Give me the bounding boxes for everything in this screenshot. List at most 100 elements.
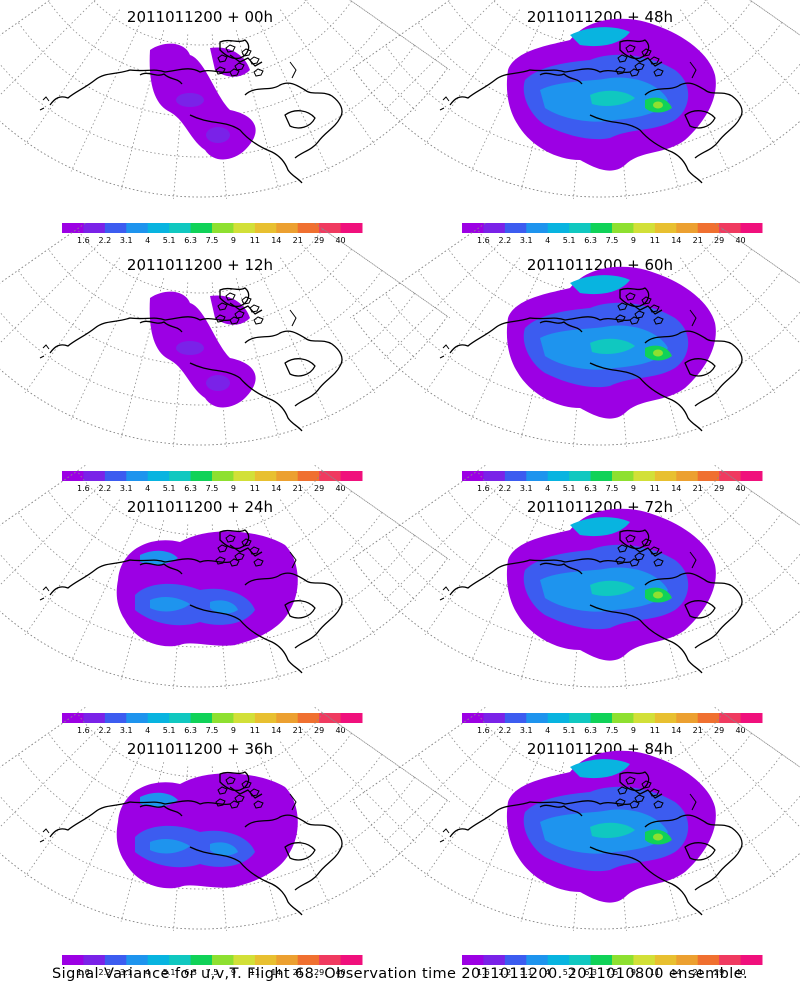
colorbar-swatch (612, 471, 634, 481)
colorbar-tick-label: 5.1 (563, 236, 576, 245)
colorbar-swatch (526, 955, 549, 965)
colorbar-tick-label: 9 (631, 968, 636, 977)
colorbar-swatch (297, 713, 320, 723)
colorbar-swatch (276, 955, 299, 965)
colorbar-swatch (504, 471, 527, 481)
colorbar-swatch (169, 471, 192, 481)
colorbar-swatch (654, 471, 677, 481)
colorbar-tick-label: 6.3 (584, 968, 597, 977)
colorbar-tick-label: 2.2 (98, 484, 111, 493)
colorbar-tick-label: 14 (671, 726, 681, 735)
arctic-islands (39, 292, 297, 359)
colorbar-tick-label: 6.3 (184, 236, 197, 245)
arctic-islands (439, 44, 697, 111)
colorbar-swatch (526, 471, 549, 481)
colorbar-tick-label: 6.3 (584, 484, 597, 493)
colorbar-swatch (104, 223, 127, 233)
colorbar-tick-label: 11 (650, 968, 660, 977)
colorbar-swatch (590, 471, 613, 481)
colorbar-tick-label: 1.6 (77, 968, 90, 977)
coastlines (49, 771, 343, 916)
colorbar: 1.6 2.2 3.1 4 5.1 6.3 7.5 9 11 14 21 29 40 (62, 955, 363, 977)
colorbar-swatch (633, 471, 656, 481)
colorbar-tick-label: 40 (335, 236, 345, 245)
colorbar-tick-label: 40 (735, 236, 745, 245)
colorbar-swatch (340, 713, 363, 723)
colorbar-tick-label: 9 (231, 236, 236, 245)
colorbar-swatch (547, 471, 570, 481)
colorbar-swatch (526, 713, 549, 723)
colorbar-swatch (169, 955, 192, 965)
colorbar-tick-label: 21 (293, 968, 303, 977)
colorbar-swatch (147, 471, 170, 481)
colorbar-tick-label: 7.5 (206, 236, 219, 245)
colorbar-tick-label: 1.6 (477, 968, 490, 977)
colorbar-tick-label: 11 (650, 484, 660, 493)
colorbar: 1.6 2.2 3.1 4 5.1 6.3 7.5 9 11 14 21 29 40 (62, 223, 363, 245)
colorbar: 1.6 2.2 3.1 4 5.1 6.3 7.5 9 11 14 21 29 40 (62, 713, 363, 735)
colorbar-tick-label: 40 (735, 484, 745, 493)
arctic-islands (439, 776, 697, 843)
map-panel: 2011011200 + 24h 1.6 2.2 3.1 4 5.1 6.3 7.5 9 11 14… (0, 464, 451, 735)
colorbar-swatch (190, 955, 213, 965)
colorbar-tick-label: 2.2 (98, 236, 111, 245)
colorbar-tick-label: 29 (314, 484, 324, 493)
colorbar-swatch (212, 223, 234, 233)
colorbar-tick-label: 9 (631, 726, 636, 735)
colorbar-swatch (633, 955, 656, 965)
colorbar-swatch (654, 223, 677, 233)
colorbar-swatch (126, 955, 149, 965)
colorbar-tick-label: 5.1 (163, 484, 176, 493)
colorbar-tick-label: 14 (271, 726, 281, 735)
panel-title: 2011011200 + 36h (127, 740, 273, 758)
coastlines (49, 529, 343, 674)
colorbar-tick-label: 11 (250, 726, 260, 735)
colorbar-tick-label: 5.1 (563, 484, 576, 493)
colorbar-swatch (590, 955, 613, 965)
colorbar-tick-label: 2.2 (98, 726, 111, 735)
colorbar-swatch (633, 713, 656, 723)
colorbar-tick-label: 14 (671, 484, 681, 493)
coastlines (449, 771, 743, 916)
colorbar-tick-label: 3.1 (120, 968, 133, 977)
colorbar-swatch (297, 955, 320, 965)
colorbar-tick-label: 4 (145, 968, 150, 977)
colorbar-tick-label: 21 (693, 968, 703, 977)
colorbar-swatch (254, 471, 277, 481)
colorbar-tick-label: 6.3 (184, 484, 197, 493)
colorbar-swatch (340, 955, 363, 965)
colorbar-swatch (254, 713, 277, 723)
variance-field (506, 18, 716, 171)
colorbar-tick-label: 6.3 (184, 968, 197, 977)
colorbar-swatch (526, 223, 549, 233)
colorbar-swatch (547, 223, 570, 233)
colorbar-swatch (233, 713, 256, 723)
colorbar-swatch (190, 223, 213, 233)
colorbar-tick-label: 40 (335, 484, 345, 493)
colorbar-swatch (483, 955, 506, 965)
colorbar-tick-label: 14 (271, 484, 281, 493)
variance-field (116, 773, 298, 889)
colorbar-tick-label: 29 (314, 236, 324, 245)
colorbar-swatch (62, 955, 84, 965)
variance-field (506, 508, 716, 661)
colorbar-swatch (212, 713, 234, 723)
colorbar-swatch (612, 713, 634, 723)
colorbar-swatch (212, 955, 234, 965)
colorbar-swatch (147, 223, 170, 233)
colorbar-tick-label: 2.2 (498, 484, 511, 493)
colorbar-tick-label: 1.6 (477, 484, 490, 493)
colorbar-swatch (483, 223, 506, 233)
colorbar-tick-label: 1.6 (77, 236, 90, 245)
colorbar-swatch (740, 223, 763, 233)
colorbar-swatch (654, 955, 677, 965)
colorbar-tick-label: 29 (314, 968, 324, 977)
colorbar-swatch (297, 471, 320, 481)
colorbar-swatch (504, 223, 527, 233)
colorbar-tick-label: 11 (250, 968, 260, 977)
arctic-islands (439, 292, 697, 359)
colorbar-swatch (147, 713, 170, 723)
colorbar-swatch (483, 471, 506, 481)
colorbar-tick-label: 14 (671, 236, 681, 245)
